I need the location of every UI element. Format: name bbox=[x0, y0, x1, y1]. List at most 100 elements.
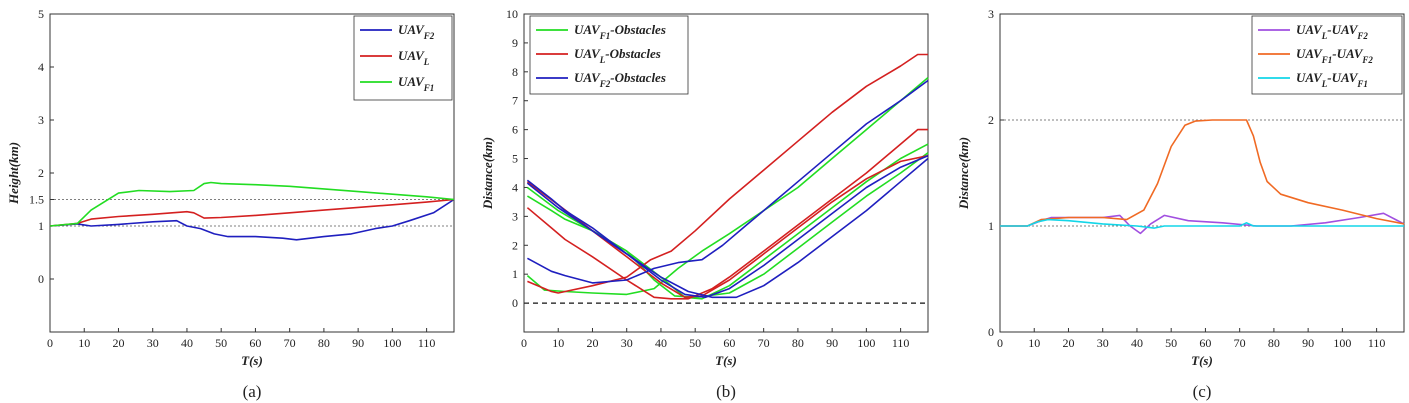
y-tick-label: 0 bbox=[38, 272, 44, 286]
x-tick-label: 100 bbox=[383, 336, 401, 350]
legend-text: UAV bbox=[574, 46, 601, 61]
panel-label: (b) bbox=[716, 382, 736, 401]
y-axis-label: Distance(km) bbox=[956, 137, 971, 210]
series-line bbox=[1000, 218, 1404, 229]
legend-label: UAVL-Obstacles bbox=[574, 46, 661, 65]
x-axis-label: T(s) bbox=[715, 353, 737, 368]
legend-label: UAVF2-Obstacles bbox=[574, 70, 666, 89]
legend-subscript: L bbox=[423, 57, 430, 67]
x-tick-label: 20 bbox=[586, 336, 598, 350]
x-axis-label: T(s) bbox=[241, 353, 263, 368]
x-tick-label: 30 bbox=[621, 336, 633, 350]
x-tick-label: 70 bbox=[758, 336, 770, 350]
legend-label: UAVL-UAVF2 bbox=[1296, 22, 1368, 41]
legend-text: -Obstacles bbox=[605, 46, 661, 61]
x-tick-label: 0 bbox=[997, 336, 1003, 350]
axes-frame bbox=[999, 13, 1405, 333]
y-tick-label: 8 bbox=[512, 65, 518, 79]
legend-text: UAV bbox=[1296, 46, 1323, 61]
series-line bbox=[1000, 119, 1405, 227]
legend-subscript: F1 bbox=[423, 83, 435, 93]
y-tick-label: 10 bbox=[506, 7, 518, 21]
legend-label: UAVF2 bbox=[398, 22, 435, 41]
legend-text: -Obstacles bbox=[610, 70, 666, 85]
series-line bbox=[526, 76, 929, 296]
series-line bbox=[526, 143, 929, 300]
series-line bbox=[526, 154, 929, 299]
legend-subscript: L bbox=[1321, 79, 1328, 89]
chart-panel-a: 0 10 20 30 40 50 60 70 80 90 100 110 0 1 1.5 2 3 4 5 T(s) He… bbox=[6, 7, 455, 401]
series-line bbox=[527, 53, 928, 294]
series-line bbox=[1000, 212, 1405, 235]
legend-subscript: F2 bbox=[599, 79, 611, 89]
legend: UAVF1-ObstaclesUAVL-ObstaclesUAVF2-Obsta… bbox=[529, 15, 689, 95]
legend-box bbox=[529, 15, 689, 95]
legend-subscript: F1 bbox=[1356, 79, 1368, 89]
legend-text: -UAV bbox=[1332, 46, 1363, 61]
x-tick-label: 110 bbox=[1368, 336, 1386, 350]
x-tick-label: 20 bbox=[1062, 336, 1074, 350]
legend-text: -Obstacles bbox=[610, 22, 666, 37]
series-line bbox=[526, 152, 929, 299]
x-tick-label: 50 bbox=[215, 336, 227, 350]
legend-label: UAVF1-Obstacles bbox=[574, 22, 666, 41]
legend-subscript: L bbox=[599, 55, 606, 65]
x-tick-label: 90 bbox=[352, 336, 364, 350]
x-tick-label: 60 bbox=[1199, 336, 1211, 350]
panel-label: (a) bbox=[243, 382, 262, 401]
y-tick-label: 1.5 bbox=[29, 193, 44, 207]
x-tick-label: 40 bbox=[655, 336, 667, 350]
y-tick-label: 2 bbox=[988, 113, 994, 127]
series-line bbox=[49, 198, 455, 227]
x-tick-label: 70 bbox=[284, 336, 296, 350]
y-tick-label: 4 bbox=[38, 60, 44, 74]
series-line bbox=[526, 128, 928, 300]
legend-label: UAVF1-UAVF2 bbox=[1296, 46, 1373, 65]
legend-subscript: L bbox=[1321, 31, 1328, 41]
series-line bbox=[527, 79, 929, 284]
series-line bbox=[526, 157, 929, 299]
legend-label: UAVF1 bbox=[398, 74, 434, 93]
y-tick-label: 9 bbox=[512, 36, 518, 50]
y-tick-label: 0 bbox=[512, 296, 518, 310]
x-tick-label: 40 bbox=[1131, 336, 1143, 350]
legend-text: -UAV bbox=[1327, 22, 1358, 37]
y-tick-label: 6 bbox=[512, 123, 518, 137]
x-tick-label: 50 bbox=[1165, 336, 1177, 350]
legend-text: UAV bbox=[574, 70, 601, 85]
y-tick-label: 1 bbox=[988, 219, 994, 233]
x-tick-label: 30 bbox=[147, 336, 159, 350]
x-tick-label: 30 bbox=[1097, 336, 1109, 350]
chart-panel-b: 0 10 20 30 40 50 60 70 80 90 100 110 0 1 2 3 4 5 6 7 8 9 10 T(s… bbox=[480, 7, 929, 401]
x-tick-label: 10 bbox=[1028, 336, 1040, 350]
legend-text: UAV bbox=[398, 48, 425, 63]
x-tick-label: 80 bbox=[318, 336, 330, 350]
legend-label: UAVL-UAVF1 bbox=[1296, 70, 1368, 89]
x-tick-label: 0 bbox=[521, 336, 527, 350]
legend-text: UAV bbox=[398, 22, 425, 37]
x-tick-label: 40 bbox=[181, 336, 193, 350]
legend-subscript: F2 bbox=[1361, 55, 1373, 65]
axes-frame bbox=[523, 13, 929, 333]
x-tick-label: 100 bbox=[857, 336, 875, 350]
y-tick-label: 1 bbox=[38, 219, 44, 233]
y-tick-label: 2 bbox=[38, 166, 44, 180]
x-tick-label: 90 bbox=[1302, 336, 1314, 350]
legend-text: UAV bbox=[1296, 70, 1323, 85]
x-tick-label: 60 bbox=[723, 336, 735, 350]
x-tick-label: 70 bbox=[1234, 336, 1246, 350]
legend-subscript: F2 bbox=[1356, 31, 1368, 41]
x-tick-label: 10 bbox=[78, 336, 90, 350]
y-tick-label: 2 bbox=[512, 238, 518, 252]
x-tick-label: 0 bbox=[47, 336, 53, 350]
x-tick-label: 10 bbox=[552, 336, 564, 350]
legend-label: UAVL bbox=[398, 48, 430, 67]
y-tick-label: 1 bbox=[512, 267, 518, 281]
legend-text: -UAV bbox=[1327, 70, 1358, 85]
y-tick-label: 5 bbox=[38, 7, 44, 21]
legend-subscript: F1 bbox=[1321, 55, 1333, 65]
chart-panel-c: 0 10 20 30 40 50 60 70 80 90 100 110 0 1 2 3 T(s) Distanc… bbox=[956, 7, 1405, 401]
legend-text: UAV bbox=[1296, 22, 1323, 37]
panel-label: (c) bbox=[1193, 382, 1212, 401]
